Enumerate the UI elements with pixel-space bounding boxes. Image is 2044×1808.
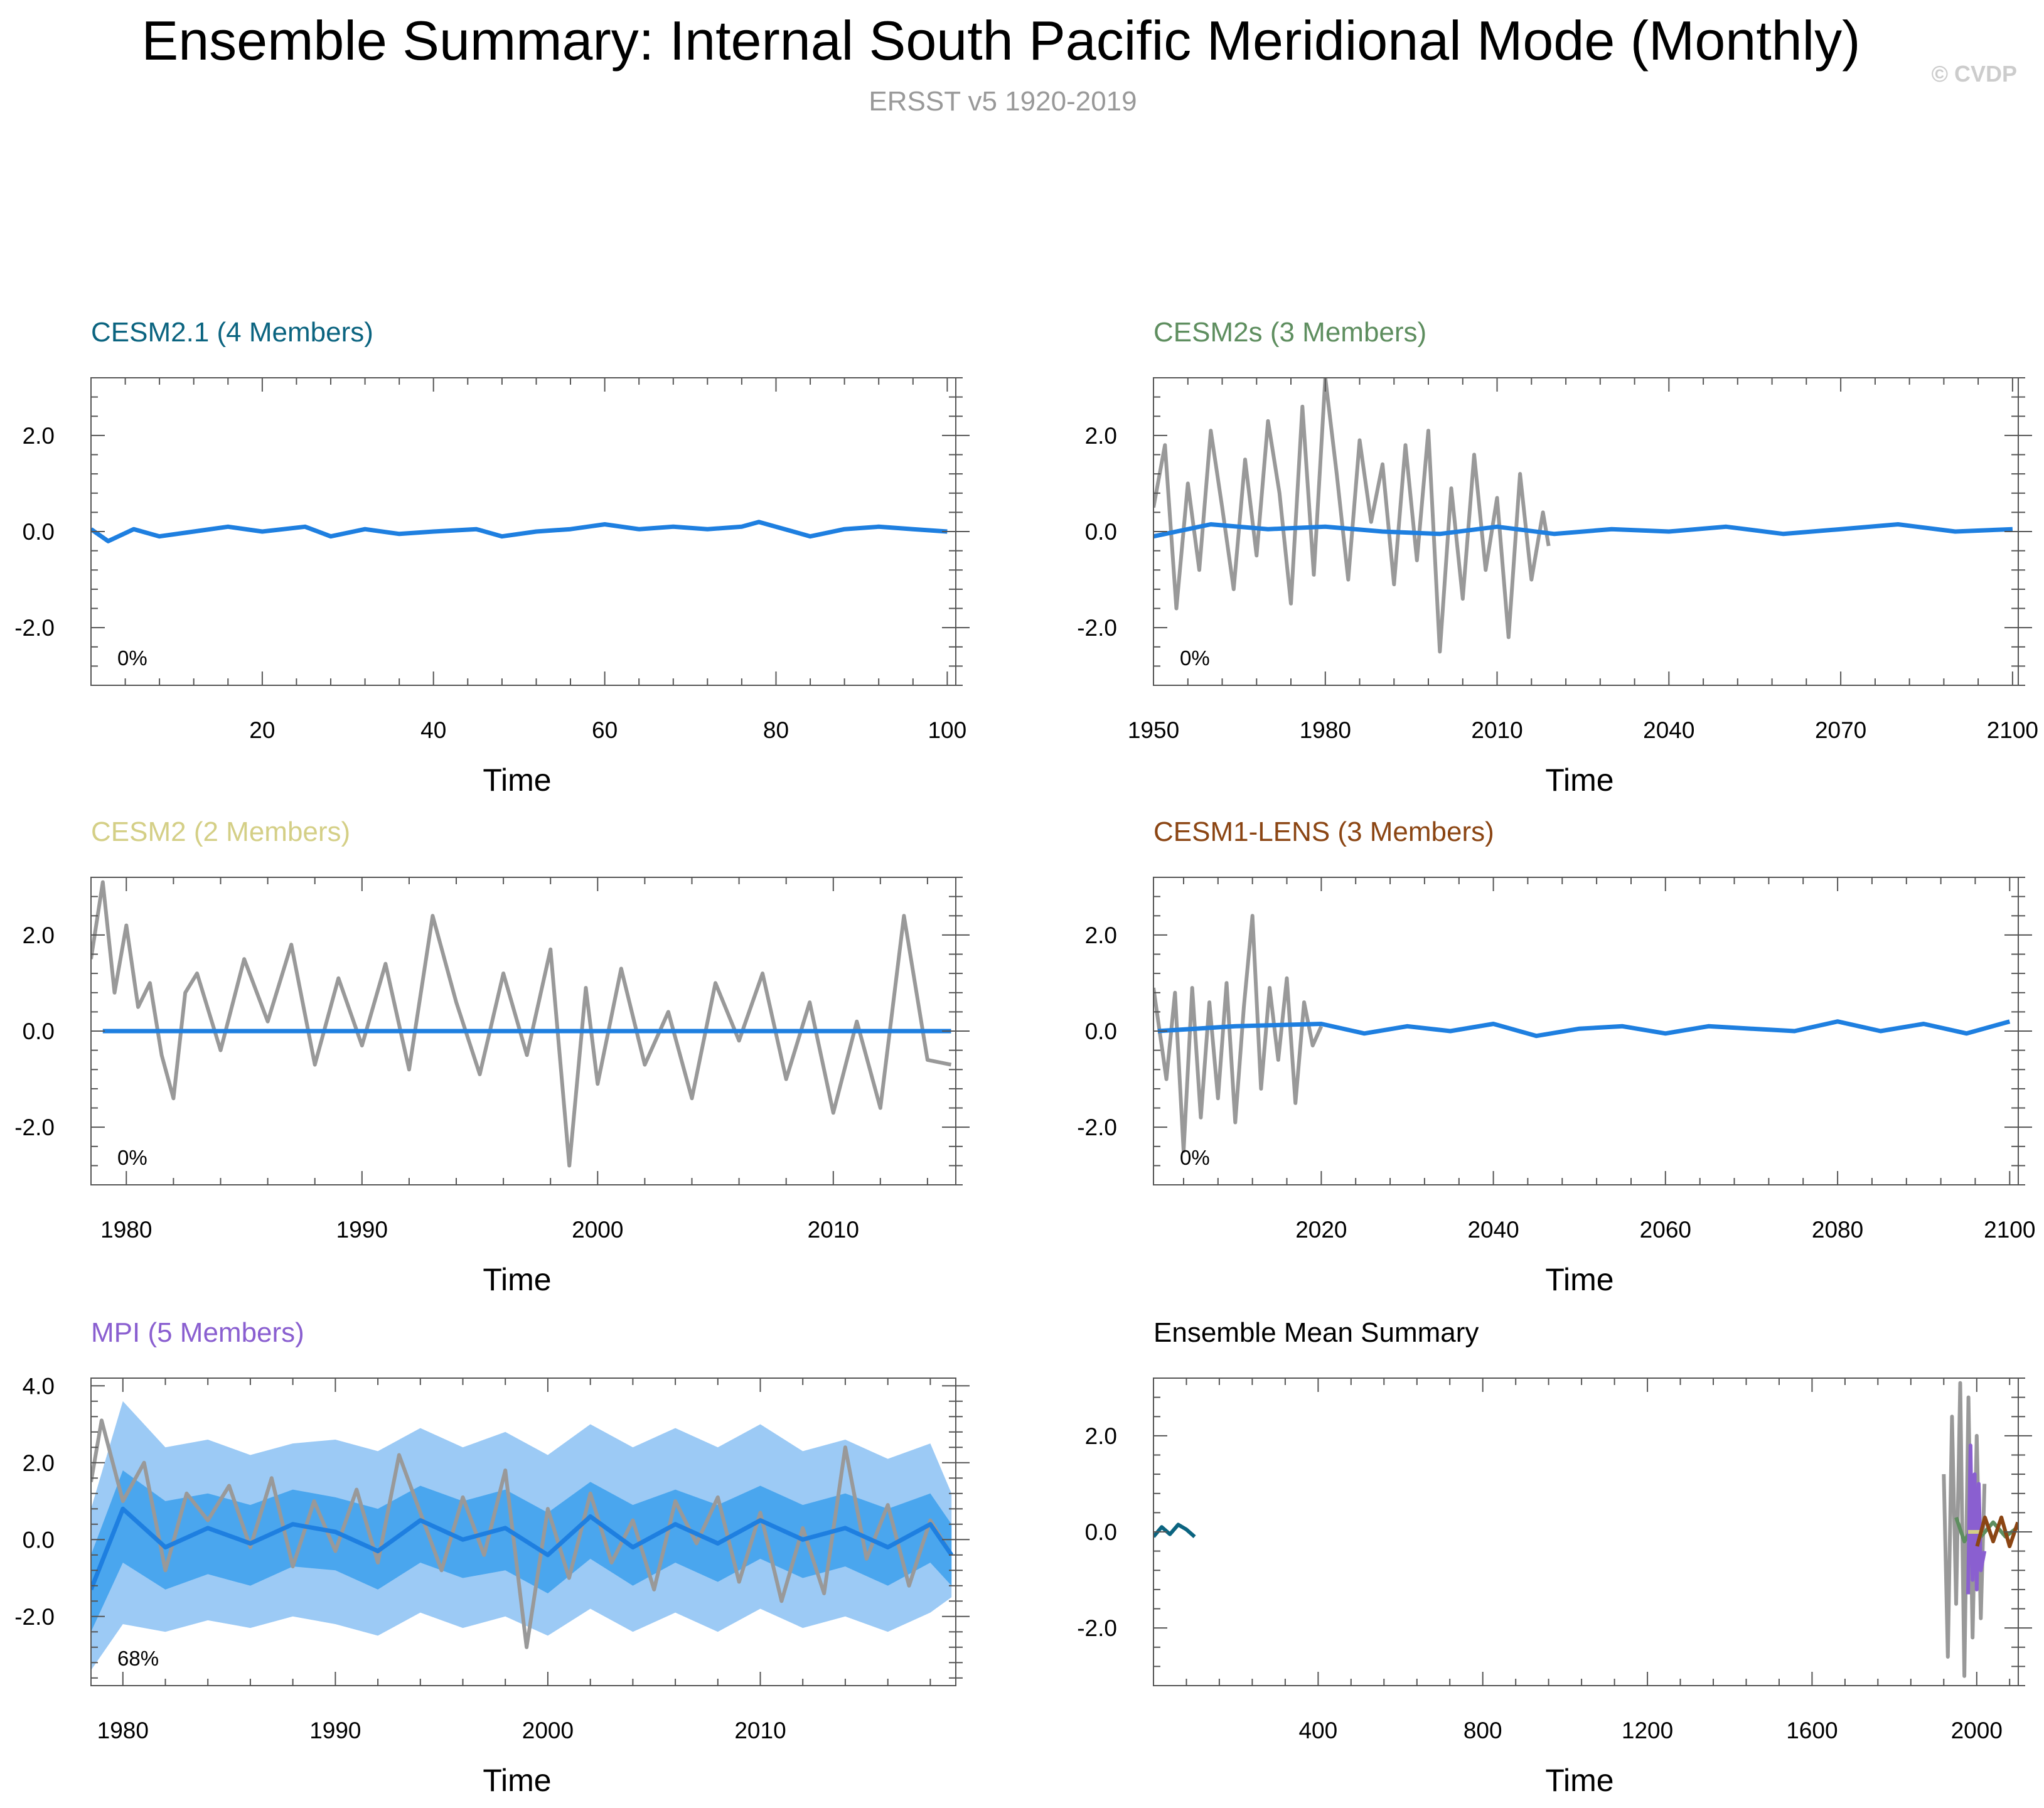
percent-label: 0% bbox=[1180, 646, 1210, 670]
percent-label: 68% bbox=[117, 1647, 159, 1670]
y-tick-label: 0.0 bbox=[23, 1019, 55, 1044]
percent-label: 0% bbox=[117, 646, 147, 670]
x-axis-label: Time bbox=[1545, 1262, 1613, 1297]
plot-area bbox=[1153, 1381, 2018, 1678]
panel-title: MPI (5 Members) bbox=[91, 1317, 304, 1348]
x-tick-label: 40 bbox=[420, 717, 446, 743]
x-tick-label: 1600 bbox=[1786, 1718, 1838, 1743]
y-tick-label: -2.0 bbox=[14, 615, 55, 641]
panel-title: Ensemble Mean Summary bbox=[1153, 1317, 1479, 1348]
y-tick-label: 0.0 bbox=[1085, 1019, 1117, 1044]
y-tick-label: 2.0 bbox=[1085, 923, 1117, 948]
x-tick-label: 1990 bbox=[309, 1718, 361, 1743]
x-tick-label: 2040 bbox=[1467, 1217, 1519, 1243]
panels: CESM2.1 (4 Members)20 40 60 80 100-2.00.02.0… bbox=[14, 317, 2038, 1798]
series-line-cesm1-lens bbox=[1975, 1516, 2018, 1548]
series-line-observations bbox=[91, 880, 952, 1168]
x-tick-label: 2010 bbox=[1471, 717, 1522, 743]
x-tick-label: 1950 bbox=[1128, 717, 1179, 743]
x-tick-label: 100 bbox=[928, 717, 966, 743]
x-tick-label: 2000 bbox=[572, 1217, 623, 1243]
y-tick-label: 2.0 bbox=[23, 1450, 55, 1476]
plot-area bbox=[91, 520, 948, 543]
plot-area bbox=[1153, 378, 2013, 654]
plot-area bbox=[1153, 914, 2011, 1153]
panel-p5: MPI (5 Members) 1980 1990 2000 2010 -2.0 0.0 2.… bbox=[14, 1317, 970, 1798]
y-tick-label: 2.0 bbox=[23, 923, 55, 948]
plot-area bbox=[91, 880, 952, 1168]
y-tick-label: -2.0 bbox=[1077, 1115, 1117, 1140]
y-tick-label: -2.0 bbox=[1077, 615, 1117, 641]
percent-label: 0% bbox=[117, 1146, 147, 1169]
x-tick-label: 2100 bbox=[1987, 717, 2038, 743]
panel-title: CESM2.1 (4 Members) bbox=[91, 317, 373, 348]
x-tick-label: 1200 bbox=[1622, 1718, 1673, 1743]
panel-title: CESM2s (3 Members) bbox=[1153, 317, 1426, 348]
x-axis-label: Time bbox=[1545, 762, 1613, 798]
percent-label: 0% bbox=[1180, 1146, 1210, 1169]
figure-title: Ensemble Summary: Internal South Pacific… bbox=[142, 9, 1861, 72]
cvdp-watermark: © CVDP bbox=[1931, 61, 2017, 87]
panel-p3: CESM2 (2 Members) 1980 1990 2000 2010 -2.0 0.0… bbox=[14, 816, 970, 1297]
x-tick-label: 2070 bbox=[1815, 717, 1866, 743]
x-tick-label: 800 bbox=[1463, 1718, 1502, 1743]
y-tick-label: 0.0 bbox=[23, 519, 55, 545]
x-tick-label: 60 bbox=[592, 717, 618, 743]
x-tick-label: 2100 bbox=[1984, 1217, 2035, 1243]
x-tick-label: 2020 bbox=[1295, 1217, 1347, 1243]
x-axis-label: Time bbox=[483, 762, 551, 798]
x-axis-label: Time bbox=[1545, 1763, 1613, 1798]
panel-p1: CESM2.1 (4 Members) 20 40 60 80 100 -2.0 0.0 2.0… bbox=[14, 317, 970, 798]
series-line-observations bbox=[1153, 914, 1324, 1153]
figure-subtitle: ERSST v5 1920-2019 bbox=[869, 86, 1137, 117]
plot-area bbox=[91, 1401, 954, 1671]
spread-band-1 bbox=[91, 1470, 952, 1632]
y-tick-label: -2.0 bbox=[1077, 1615, 1117, 1641]
x-tick-label: 400 bbox=[1298, 1718, 1337, 1743]
y-tick-label: 4.0 bbox=[23, 1373, 55, 1399]
y-tick-label: -2.0 bbox=[14, 1115, 55, 1140]
series-line-ensemble-mean bbox=[91, 520, 948, 543]
x-tick-label: 20 bbox=[249, 717, 275, 743]
y-tick-label: 2.0 bbox=[1085, 1423, 1117, 1449]
panel-p6: Ensemble Mean Summary 400 800 1200 1600 2000 -… bbox=[1077, 1317, 2032, 1798]
x-tick-label: 2060 bbox=[1640, 1217, 1691, 1243]
x-axis-label: Time bbox=[483, 1763, 551, 1798]
series-line-observations bbox=[1153, 378, 1551, 654]
plot-frame bbox=[1153, 1377, 2019, 1686]
panel-p4: CESM1-LENS (3 Members) 2020 2040 2060 2080 21… bbox=[1077, 816, 2035, 1297]
panel-title: CESM2 (2 Members) bbox=[91, 816, 350, 847]
series-line-ensemble-mean bbox=[1153, 522, 2013, 539]
y-tick-label: 0.0 bbox=[1085, 519, 1117, 545]
panel-title: CESM1-LENS (3 Members) bbox=[1153, 816, 1494, 847]
x-tick-label: 2040 bbox=[1643, 717, 1694, 743]
x-tick-label: 2000 bbox=[522, 1718, 574, 1743]
x-axis-label: Time bbox=[483, 1262, 551, 1297]
series-line-cesm2-1 bbox=[1153, 1522, 1196, 1538]
x-tick-label: 1980 bbox=[97, 1718, 149, 1743]
x-tick-label: 2080 bbox=[1812, 1217, 1863, 1243]
x-tick-label: 1990 bbox=[336, 1217, 388, 1243]
y-tick-label: -2.0 bbox=[14, 1604, 55, 1630]
series-line-ensemble-mean bbox=[1157, 1019, 2011, 1039]
x-tick-label: 1980 bbox=[1300, 717, 1351, 743]
panel-p2: CESM2s (3 Members) 1950 1980 2010 2040 2070 21… bbox=[1077, 317, 2038, 798]
y-tick-label: 0.0 bbox=[23, 1527, 55, 1553]
plot-frame bbox=[90, 1377, 956, 1686]
y-tick-label: 2.0 bbox=[23, 423, 55, 449]
x-tick-label: 1980 bbox=[100, 1217, 152, 1243]
y-tick-label: 0.0 bbox=[1085, 1519, 1117, 1545]
y-tick-label: 2.0 bbox=[1085, 423, 1117, 449]
x-tick-label: 80 bbox=[763, 717, 789, 743]
x-tick-label: 2010 bbox=[808, 1217, 859, 1243]
series-line-ensemble-mean bbox=[91, 1506, 954, 1591]
x-tick-label: 2000 bbox=[1951, 1718, 2003, 1743]
x-tick-label: 2010 bbox=[734, 1718, 786, 1743]
